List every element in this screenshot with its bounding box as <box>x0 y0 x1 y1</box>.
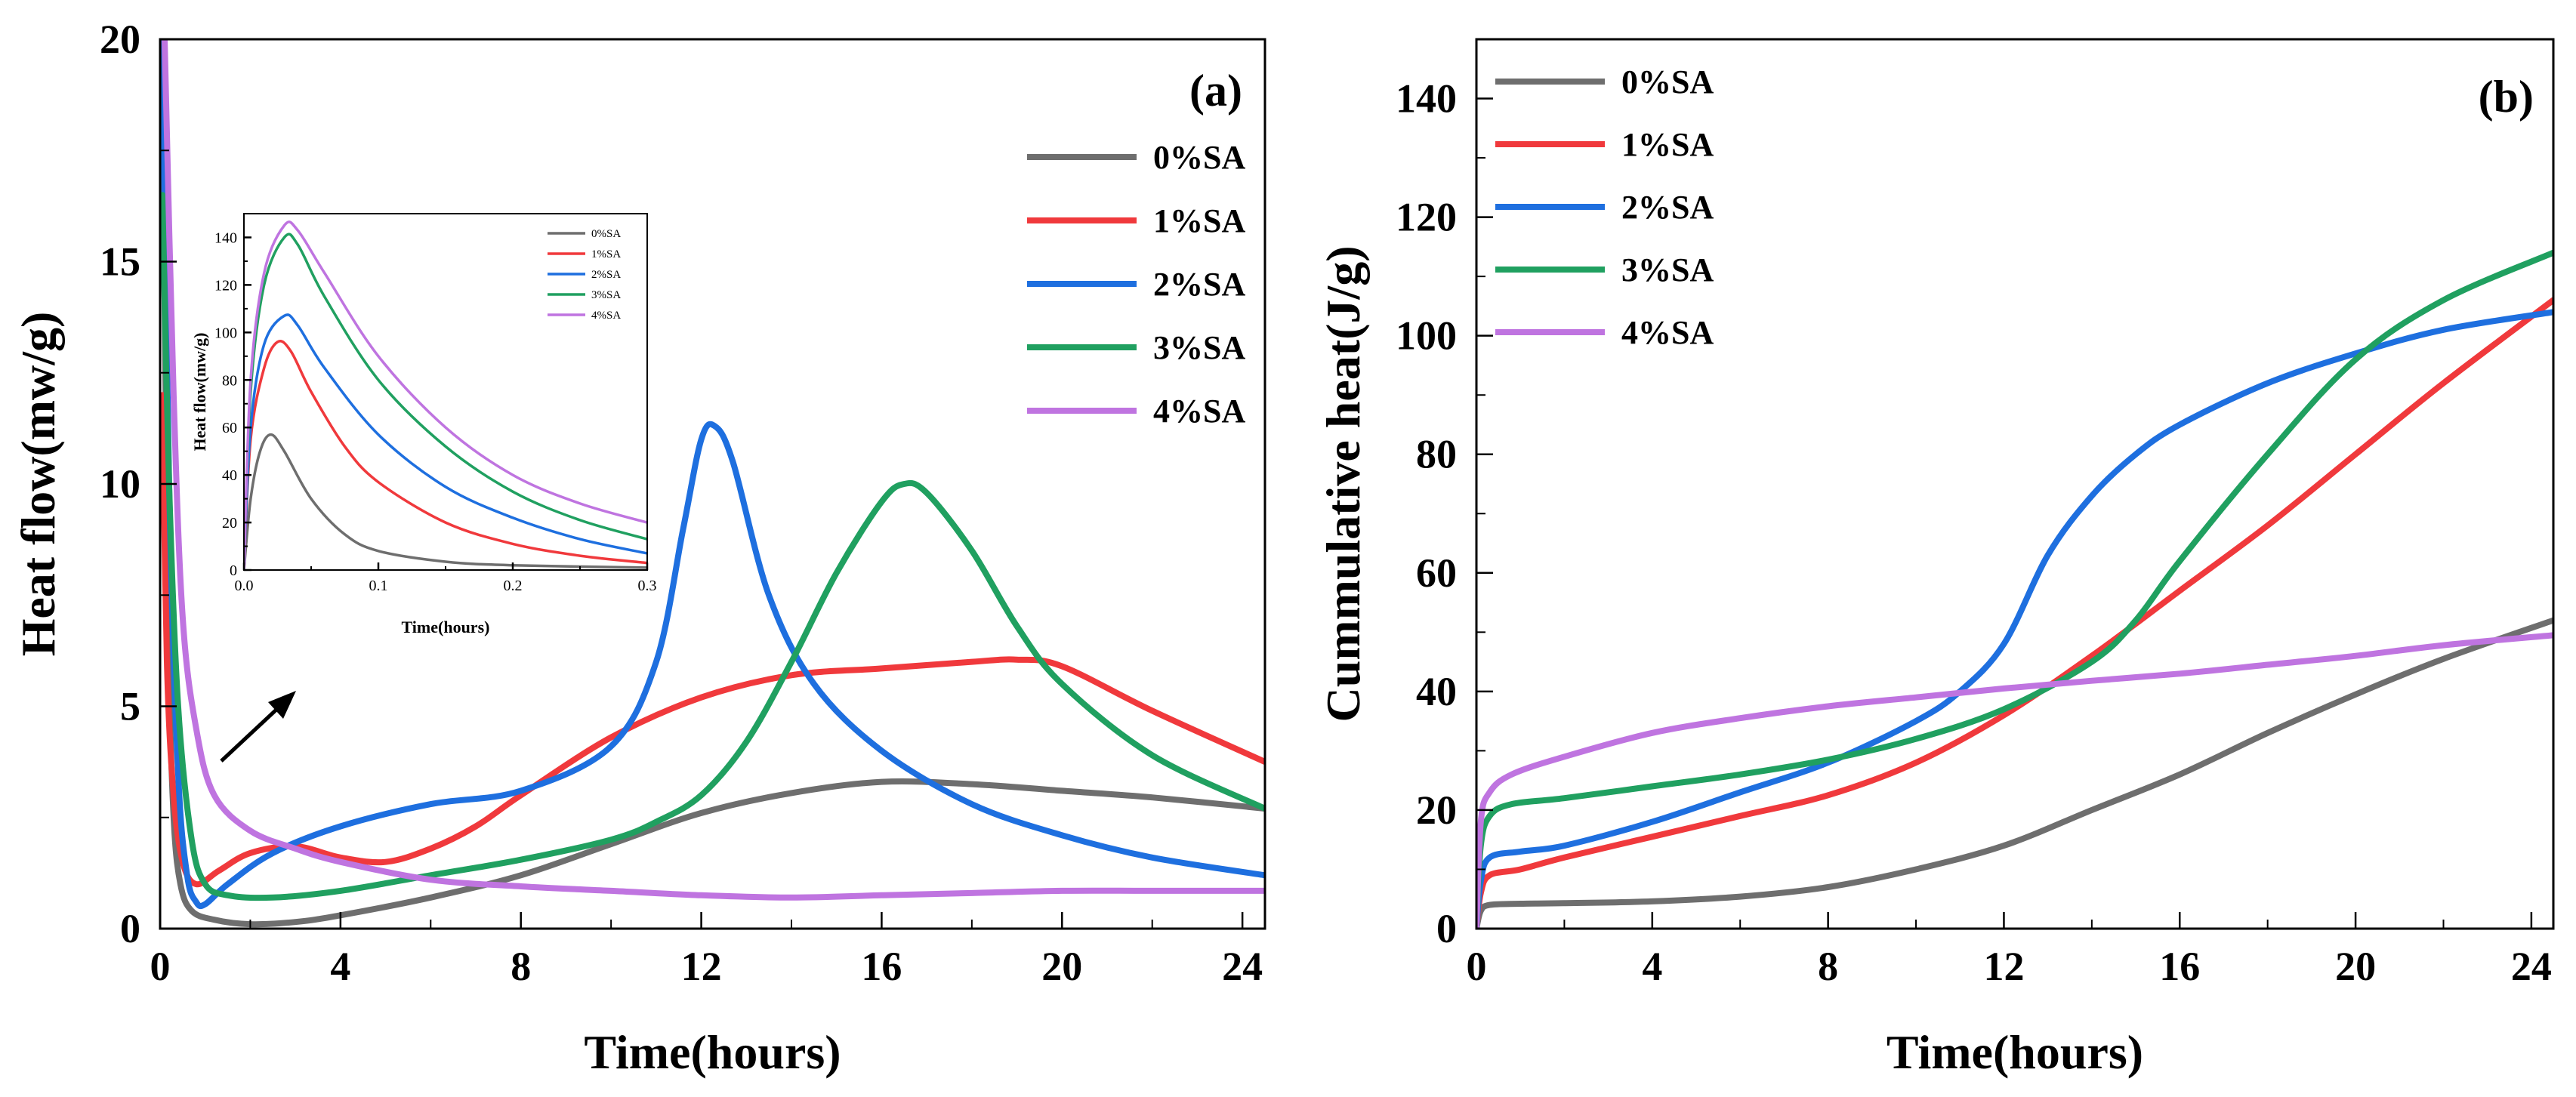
x-tick-label: 0.3 <box>638 578 657 594</box>
x-tick-label: 12 <box>681 944 722 989</box>
y-tick-label: 20 <box>222 515 237 532</box>
series-line-1pct-SA <box>160 392 1265 888</box>
series-line-4pct-SA <box>1476 632 2553 929</box>
series-line-2pct-SA <box>244 313 647 570</box>
y-tick-label: 40 <box>222 467 237 484</box>
legend-label: 4%SA <box>1621 314 1714 351</box>
y-axis-title: Cummulative heat(J/g) <box>1316 245 1370 722</box>
series-group <box>1476 249 2553 929</box>
y-tick-label: 80 <box>1416 432 1457 477</box>
y-tick-label: 80 <box>222 372 237 389</box>
legend-label: 4%SA <box>591 310 621 322</box>
series-line-3pct-SA <box>160 192 1265 901</box>
x-tick-label: 20 <box>1041 944 1082 989</box>
x-tick-label: 24 <box>2511 944 2552 989</box>
panel-label: (b) <box>2479 72 2534 122</box>
series-line-2pct-SA <box>160 39 1265 910</box>
legend-label: 0%SA <box>591 228 621 240</box>
legend-label: 3%SA <box>1621 251 1714 288</box>
x-tick-label: 20 <box>2335 944 2376 989</box>
inset-background <box>244 214 647 570</box>
y-tick-label: 0 <box>230 562 237 579</box>
y-tick-label: 40 <box>1416 669 1457 714</box>
arrow-head <box>268 691 296 719</box>
y-axis-title: Heat flow(mw/g) <box>190 332 209 451</box>
series-line-1pct-SA <box>244 340 647 570</box>
legend: 0%SA 1%SA 2%SA 3%SA 4%SA <box>1027 139 1245 430</box>
legend-label: 0%SA <box>1153 139 1245 176</box>
y-tick-label: 140 <box>1396 76 1457 122</box>
y-tick-label: 60 <box>1416 550 1457 596</box>
y-tick-label: 100 <box>214 325 237 341</box>
x-tick-label: 0.2 <box>504 578 523 594</box>
panel-label: (a) <box>1189 66 1242 116</box>
legend: 0%SA 1%SA 2%SA 3%SA 4%SA <box>548 228 621 322</box>
x-axis-title: Time(hours) <box>584 1025 841 1079</box>
x-axis-title: Time(hours) <box>402 618 490 636</box>
y-tick-label: 5 <box>120 684 140 729</box>
legend: 0%SA 1%SA 2%SA 3%SA 4%SA <box>1495 63 1714 351</box>
legend-label: 1%SA <box>1153 202 1245 239</box>
x-tick-label: 8 <box>1818 944 1838 989</box>
x-tick-label: 0 <box>1467 944 1487 989</box>
legend-label: 2%SA <box>1153 266 1245 303</box>
series-line-0pct-SA <box>244 433 647 570</box>
annotation-arrow <box>220 691 296 763</box>
x-tick-label: 0.0 <box>235 578 254 594</box>
y-tick-label: 10 <box>100 461 140 507</box>
y-tick-label: 0 <box>120 906 140 951</box>
series-line-4pct-SA <box>244 220 647 570</box>
legend-label: 1%SA <box>591 248 621 260</box>
y-tick-label: 120 <box>214 277 237 294</box>
legend-label: 3%SA <box>591 289 621 301</box>
x-tick-label: 0 <box>150 944 171 989</box>
legend-label: 4%SA <box>1153 393 1245 430</box>
x-tick-label: 24 <box>1222 944 1263 989</box>
legend-label: 0%SA <box>1621 63 1714 100</box>
panel-b: 0 4 8 12 16 20 24 0 20 40 60 80 100 120 140 Time(hours)… <box>1316 38 2555 1079</box>
legend-label: 3%SA <box>1153 329 1245 366</box>
x-tick-label: 4 <box>1642 944 1662 989</box>
series-group <box>244 220 647 570</box>
x-tick-label: 0.1 <box>369 578 388 594</box>
series-line-0pct-SA <box>1476 617 2553 929</box>
series-group <box>160 39 1265 928</box>
series-line-1pct-SA <box>1476 297 2553 929</box>
x-axis-title: Time(hours) <box>1886 1025 2143 1079</box>
y-tick-label: 140 <box>214 230 237 246</box>
y-tick-label: 100 <box>1396 313 1457 359</box>
x-tick-label: 12 <box>1983 944 2024 989</box>
arrow-shaft <box>220 707 279 763</box>
y-tick-label: 120 <box>1396 195 1457 240</box>
legend-label: 2%SA <box>591 269 621 281</box>
y-tick-label: 20 <box>100 17 140 62</box>
series-line-3pct-SA <box>1476 249 2553 929</box>
series-line-4pct-SA <box>162 39 1265 901</box>
x-tick-label: 4 <box>330 944 350 989</box>
y-tick-label: 15 <box>100 239 140 285</box>
x-tick-label: 8 <box>511 944 531 989</box>
y-axis-title: Heat flow(mw/g) <box>11 312 65 657</box>
x-tick-label: 16 <box>861 944 902 989</box>
x-tick-label: 16 <box>2159 944 2200 989</box>
y-tick-label: 0 <box>1436 906 1457 951</box>
panel-a-inset: 0.0 0.1 0.2 0.3 0 20 40 60 80 100 120 140 Time(hours… <box>190 213 657 636</box>
legend-label: 1%SA <box>1621 126 1714 163</box>
series-line-2pct-SA <box>1476 309 2553 929</box>
legend-label: 2%SA <box>1621 189 1714 226</box>
plot-frame <box>1475 38 2555 930</box>
y-tick-label: 60 <box>222 420 237 436</box>
panel-a: 0 4 8 12 16 20 24 0 5 10 15 20 Time(hours) Heat flow(… <box>11 17 1266 1079</box>
y-tick-label: 20 <box>1416 787 1457 833</box>
